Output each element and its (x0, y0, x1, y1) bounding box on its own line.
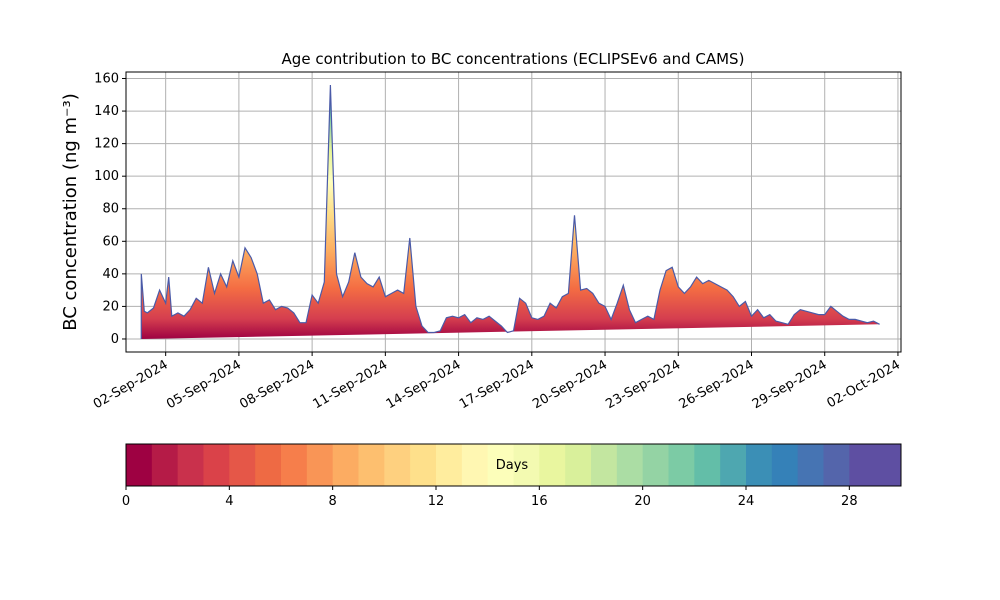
x-tick-label: 02-Sep-2024 (91, 357, 171, 412)
y-axis-ticks: 0 20 40 60 80 100 120 140 160 (94, 72, 126, 347)
x-tick-label: 02-Oct-2024 (825, 357, 903, 411)
x-tick-label: 14-Sep-2024 (384, 357, 464, 412)
y-tick-label: 80 (102, 202, 119, 217)
y-tick-label: 60 (102, 234, 119, 249)
colorbar-cell (694, 444, 721, 486)
colorbar-tick-label: 20 (634, 494, 651, 509)
colorbar-cell (823, 444, 850, 486)
x-tick-label: 11-Sep-2024 (311, 357, 391, 412)
colorbar-cell (616, 444, 644, 486)
y-tick-label: 0 (111, 332, 119, 347)
x-tick-label: 26-Sep-2024 (677, 357, 757, 412)
colorbar-cell (203, 444, 230, 486)
chart-title: Age contribution to BC concentrations (E… (282, 50, 745, 68)
colorbar-tick-label: 0 (122, 494, 130, 509)
colorbar-cell (565, 444, 592, 486)
x-axis-ticks: 02-Sep-202405-Sep-202408-Sep-202411-Sep-… (91, 352, 903, 412)
colorbar-cell (177, 444, 204, 486)
colorbar-tick-label: 12 (428, 494, 445, 509)
colorbar-cell (513, 444, 540, 486)
y-tick-label: 20 (102, 299, 119, 314)
colorbar-cell (771, 444, 799, 486)
colorbar-tick-label: 4 (225, 494, 233, 509)
colorbar-cell (642, 444, 669, 486)
colorbar-cell (875, 444, 902, 486)
colorbar-cell (281, 444, 308, 486)
x-tick-label: 08-Sep-2024 (237, 357, 317, 412)
colorbar-cell (539, 444, 566, 486)
colorbar-frame (125, 443, 902, 487)
colorbar-cell (746, 444, 773, 486)
x-tick-label: 29-Sep-2024 (750, 357, 830, 412)
grid-lines (126, 72, 901, 352)
colorbar-cell (332, 444, 359, 486)
colorbar (126, 444, 902, 486)
y-axis-label: BC concentration (ng m⁻³) (60, 93, 81, 331)
colorbar-cell (461, 444, 489, 486)
y-tick-label: 140 (94, 104, 119, 119)
colorbar-ticks: 0 4 8 12 16 20 24 28 (122, 486, 858, 509)
colorbar-cell (306, 444, 334, 486)
x-tick-label: 05-Sep-2024 (164, 357, 244, 412)
y-tick-label: 40 (102, 267, 119, 282)
x-tick-label: 20-Sep-2024 (530, 357, 610, 412)
colorbar-cell (358, 444, 385, 486)
x-tick-label: 23-Sep-2024 (603, 357, 683, 412)
plot-frame (125, 71, 902, 353)
colorbar-cell (591, 444, 618, 486)
colorbar-tick-label: 24 (738, 494, 755, 509)
colorbar-cell (797, 444, 824, 486)
colorbar-cell (151, 444, 179, 486)
colorbar-cell (384, 444, 411, 486)
colorbar-tick-label: 8 (329, 494, 337, 509)
total-concentration-area (140, 84, 880, 339)
y-tick-label: 100 (94, 169, 119, 184)
colorbar-cell (487, 444, 514, 486)
y-tick-label: 160 (94, 72, 119, 87)
colorbar-cell (436, 444, 463, 486)
x-tick-label: 17-Sep-2024 (457, 357, 537, 412)
colorbar-cell (126, 444, 153, 486)
colorbar-cell (229, 444, 256, 486)
colorbar-cell (849, 444, 876, 486)
colorbar-cell (668, 444, 695, 486)
colorbar-label: Days (496, 458, 529, 473)
colorbar-tick-label: 28 (841, 494, 858, 509)
colorbar-cell (410, 444, 437, 486)
stacked-areas (140, 84, 880, 339)
colorbar-tick-label: 16 (531, 494, 548, 509)
y-tick-label: 120 (94, 137, 119, 152)
colorbar-cell (720, 444, 747, 486)
colorbar-cell (255, 444, 282, 486)
